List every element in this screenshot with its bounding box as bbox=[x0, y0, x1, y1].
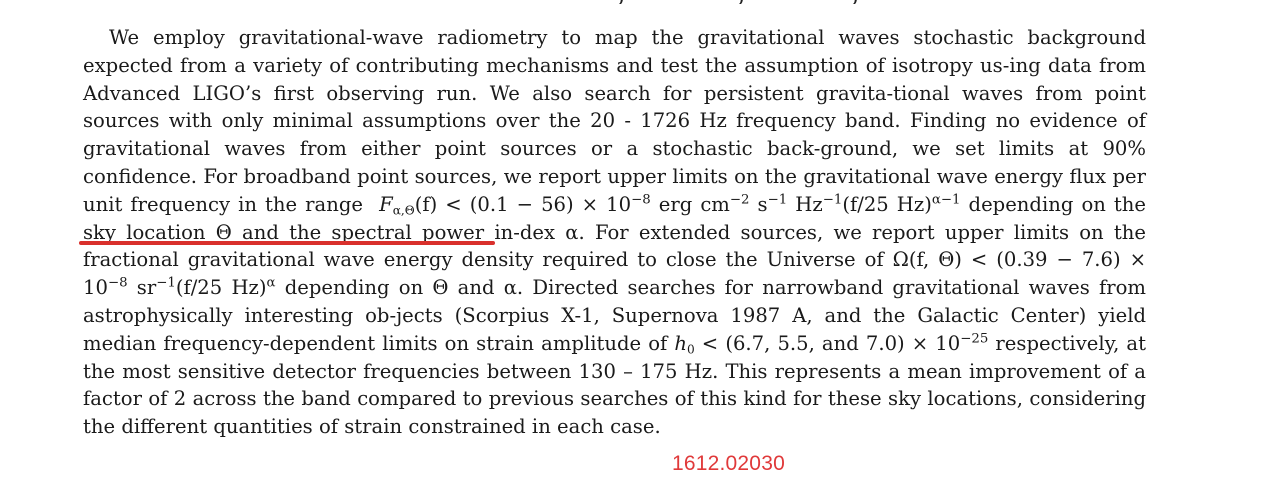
arxiv-id-annotation: 1612.02030 bbox=[672, 452, 785, 475]
math-exponent: −8 bbox=[631, 192, 651, 208]
abstract-text: jects (Scorpius X-1, Supernova 1987 A, a… bbox=[83, 303, 1146, 355]
math-exponent: −1 bbox=[767, 192, 788, 208]
math-subscript: α,Θ bbox=[392, 203, 415, 218]
abstract-paragraph: We employ gravitational-wave radiometry … bbox=[83, 24, 1146, 441]
math-expression: (f) < (0.1 − 56) × 10 bbox=[414, 192, 632, 216]
math-units: erg cm bbox=[650, 192, 730, 216]
abstract-text: dex α. For extended sources, we report u… bbox=[83, 220, 1146, 272]
cropped-glyph: , bbox=[852, 0, 862, 4]
abstract-text: ing data from Advanced LIGO’s first obse… bbox=[83, 53, 1146, 105]
math-exponent: −25 bbox=[960, 331, 989, 347]
math-exponent: −8 bbox=[107, 275, 128, 291]
abstract-text: respectively, at the most sensitive dete… bbox=[83, 331, 1146, 439]
omega-formula: Ω(f, Θ) < (0.39 − 7.6) × 10−8 sr−1(f/25 … bbox=[83, 248, 1146, 299]
abstract-text: tional waves from point sources with onl… bbox=[83, 81, 1146, 161]
math-subscript: 0 bbox=[686, 342, 695, 357]
math-units: sr bbox=[127, 276, 157, 300]
abstract-text: We employ gravitational-wave radiometry … bbox=[83, 26, 1146, 77]
math-units: Hz bbox=[787, 192, 823, 216]
math-units: s bbox=[749, 192, 768, 216]
math-exponent: α−1 bbox=[931, 192, 961, 208]
math-expression: Ω(f, Θ) < (0.39 − 7.6) × 10 bbox=[83, 248, 1146, 300]
math-expression: < (6.7, 5.5, and 7.0) × 10 bbox=[694, 331, 961, 355]
cropped-previous-line: , , , bbox=[560, 0, 890, 4]
abstract-text: ground, we set limits at 90% confidence.… bbox=[83, 137, 1146, 216]
math-exponent: −1 bbox=[822, 192, 843, 208]
cropped-glyph: , bbox=[738, 0, 748, 4]
math-units: (f/25 Hz) bbox=[842, 192, 932, 216]
abstract-text: depending on the sky location Θ and the … bbox=[83, 192, 1146, 244]
flux-formula: Fα,Θ(f) < (0.1 − 56) × 10−8 erg cm−2 s−1… bbox=[379, 192, 961, 218]
math-exponent: α bbox=[266, 275, 276, 291]
abstract-text: depending on Θ and α. Directed searches … bbox=[83, 276, 1146, 327]
math-exponent: −1 bbox=[156, 275, 176, 291]
math-symbol: F bbox=[379, 192, 393, 216]
math-symbol: h bbox=[667, 331, 687, 355]
math-exponent: −2 bbox=[729, 192, 750, 208]
cropped-glyph: , bbox=[618, 0, 628, 4]
strain-formula: h0 < (6.7, 5.5, and 7.0) × 10−25 bbox=[667, 331, 989, 357]
red-underline-annotation bbox=[79, 241, 495, 245]
math-units: (f/25 Hz) bbox=[175, 276, 267, 300]
